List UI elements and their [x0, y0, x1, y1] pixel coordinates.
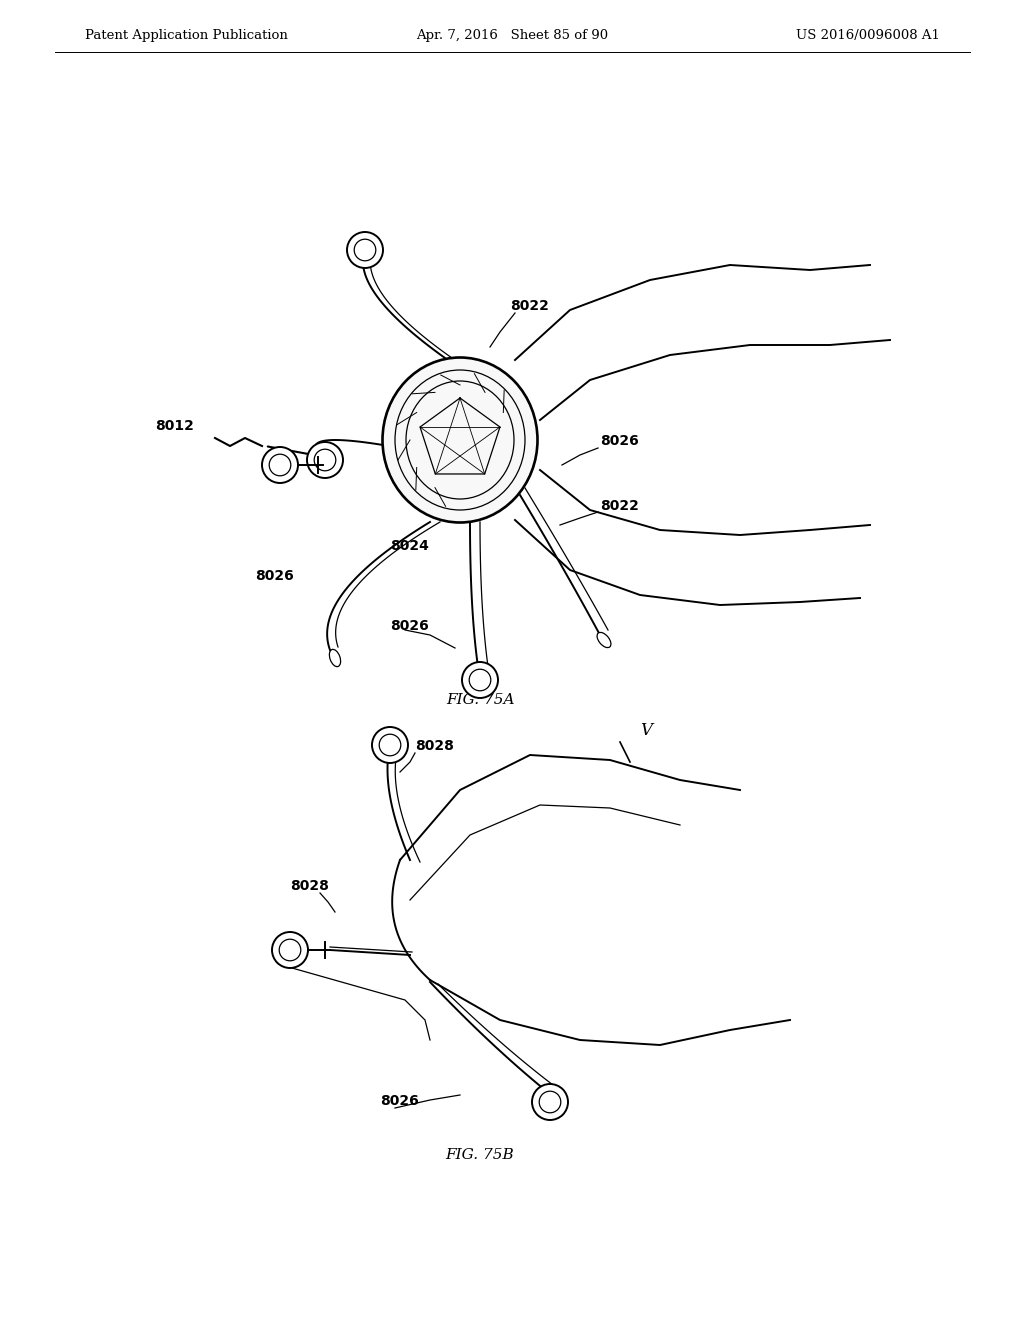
- Circle shape: [272, 932, 308, 968]
- Text: 8026: 8026: [380, 1094, 419, 1107]
- Text: US 2016/0096008 A1: US 2016/0096008 A1: [796, 29, 940, 41]
- Circle shape: [307, 442, 343, 478]
- Text: Apr. 7, 2016   Sheet 85 of 90: Apr. 7, 2016 Sheet 85 of 90: [416, 29, 608, 41]
- Text: 8022: 8022: [510, 300, 549, 313]
- Circle shape: [372, 727, 408, 763]
- Text: FIG. 75A: FIG. 75A: [445, 693, 514, 708]
- Text: 8028: 8028: [415, 739, 454, 752]
- Text: V: V: [640, 722, 652, 739]
- Text: Patent Application Publication: Patent Application Publication: [85, 29, 288, 41]
- Ellipse shape: [597, 632, 611, 648]
- Text: 8026: 8026: [390, 619, 429, 634]
- Text: 8026: 8026: [255, 569, 294, 583]
- Text: 8028: 8028: [290, 879, 329, 894]
- Ellipse shape: [330, 649, 341, 667]
- Text: 8012: 8012: [155, 418, 194, 433]
- Text: 8024: 8024: [390, 539, 429, 553]
- Text: 8026: 8026: [600, 434, 639, 447]
- Text: FIG. 75B: FIG. 75B: [445, 1148, 514, 1162]
- Circle shape: [347, 232, 383, 268]
- Text: 8022: 8022: [600, 499, 639, 513]
- Circle shape: [262, 447, 298, 483]
- Circle shape: [532, 1084, 568, 1119]
- Ellipse shape: [383, 358, 538, 523]
- Circle shape: [462, 663, 498, 698]
